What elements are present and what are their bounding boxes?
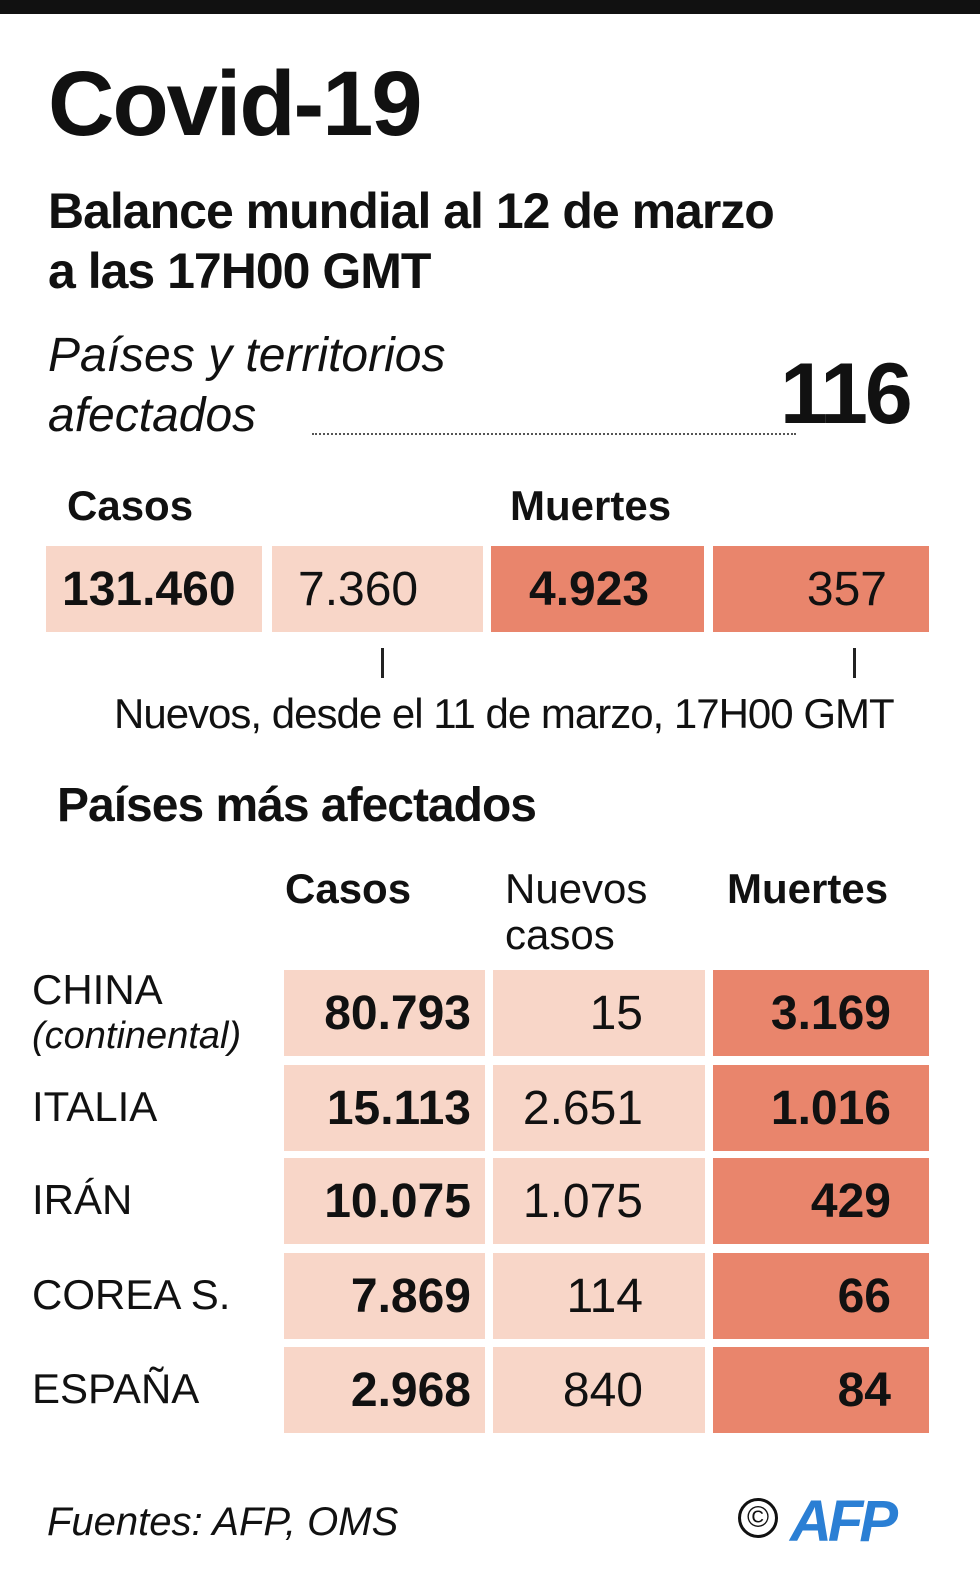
deaths-cell: 84: [713, 1347, 929, 1433]
cases-cell: 10.075: [284, 1158, 485, 1244]
affected-count: 116: [780, 346, 913, 442]
country-name: ITALIA: [32, 1083, 158, 1130]
sources: Fuentes: AFP, OMS: [47, 1500, 399, 1544]
new-note: Nuevos, desde el 11 de marzo, 17H00 GMT: [114, 690, 895, 737]
copyright-icon: ©: [738, 1498, 778, 1538]
new-cases-cell: 840: [493, 1347, 705, 1433]
deaths-cell: 3.169: [713, 970, 929, 1056]
header-deaths: Muertes: [727, 865, 889, 912]
cases-cell: 7.869: [284, 1253, 485, 1339]
deaths-label: Muertes: [510, 482, 672, 529]
country-name: CHINA: [32, 966, 163, 1013]
new-cases-tick: [381, 648, 384, 678]
country-note: (continental): [32, 1015, 242, 1057]
subtitle-line2: a las 17H00 GMT: [48, 243, 431, 299]
header-cases: Casos: [285, 865, 412, 912]
deaths-cell: 1.016: [713, 1065, 929, 1151]
deaths-cell: 66: [713, 1253, 929, 1339]
new-cases-cell: 15: [493, 970, 705, 1056]
new-deaths: 357: [713, 546, 929, 632]
cases-label: Casos: [67, 482, 194, 529]
cases-cell: 2.968: [284, 1347, 485, 1433]
new-deaths-tick: [853, 648, 856, 678]
new-cases-cell: 2.651: [493, 1065, 705, 1151]
new-cases-cell: 114: [493, 1253, 705, 1339]
title: Covid-19: [48, 53, 423, 155]
top-bar: [0, 0, 980, 14]
table-title: Países más afectados: [57, 779, 537, 832]
cases-cell: 80.793: [284, 970, 485, 1056]
total-cases: 131.460: [46, 546, 262, 632]
country-name: IRÁN: [32, 1176, 133, 1223]
header-new-line2: casos: [505, 911, 615, 958]
subtitle-line1: Balance mundial al 12 de marzo: [48, 183, 775, 239]
deaths-cell: 429: [713, 1158, 929, 1244]
cases-cell: 15.113: [284, 1065, 485, 1151]
new-cases: 7.360: [272, 546, 483, 632]
new-cases-cell: 1.075: [493, 1158, 705, 1244]
country-name: COREA S.: [32, 1271, 231, 1318]
affected-label-line2: afectados: [48, 389, 257, 442]
afp-logo: AFP: [790, 1489, 898, 1554]
affected-label-line1: Países y territorios: [48, 329, 446, 382]
total-deaths: 4.923: [491, 546, 704, 632]
header-new-line1: Nuevos: [505, 865, 648, 912]
country-name: ESPAÑA: [32, 1365, 200, 1412]
dotted-leader: [312, 433, 796, 435]
